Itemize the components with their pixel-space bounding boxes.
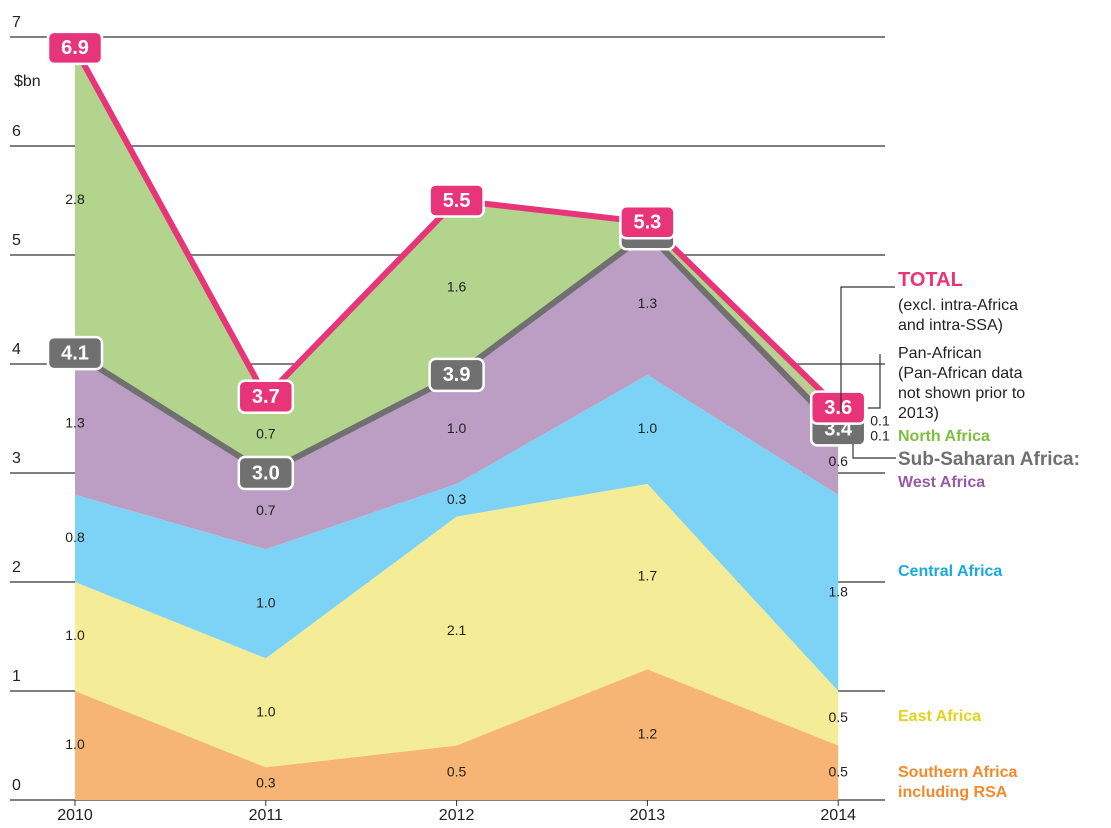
- area: [75, 47, 839, 474]
- badge-label: 6.9: [61, 37, 89, 59]
- badge: [46, 335, 104, 371]
- badge: [237, 455, 295, 491]
- legend-label: North Africa: [898, 428, 990, 445]
- y-tick-label: 0: [12, 777, 21, 794]
- area: [75, 374, 839, 691]
- y-unit: $bn: [14, 73, 41, 90]
- badge-label: 3.6: [824, 397, 852, 419]
- data-label: 1.8: [828, 584, 848, 600]
- data-label: 1.0: [65, 736, 85, 752]
- legend-label: Southern Africa including RSA: [898, 764, 1018, 801]
- badge: [237, 379, 295, 414]
- data-label: 1.3: [65, 415, 85, 431]
- y-tick-label: 7: [12, 14, 21, 31]
- badge: [809, 390, 867, 425]
- legend-note: (excl. intra-Africa and intra-SSA): [898, 297, 1019, 334]
- data-label: 1.0: [65, 627, 85, 643]
- y-tick-label: 3: [12, 450, 21, 467]
- badge-label: 3.7: [252, 386, 280, 408]
- data-label: 0.8: [65, 529, 85, 545]
- legend-label: East Africa: [898, 708, 981, 725]
- badge-label: 5.3: [633, 212, 661, 234]
- x-tick-label: 2012: [439, 807, 475, 824]
- badge-label: 5.5: [443, 190, 471, 212]
- data-label: 1.3: [638, 295, 658, 311]
- data-label: 0.5: [447, 763, 467, 779]
- data-label: 0.3: [256, 774, 276, 790]
- badge: [46, 30, 104, 66]
- data-label: 1.0: [447, 420, 467, 436]
- legend-label: TOTAL: [898, 269, 963, 291]
- data-label: 1.0: [638, 420, 658, 436]
- badge: [428, 357, 485, 393]
- data-label: 0.3: [447, 491, 467, 507]
- x-tick-label: 2011: [249, 807, 284, 824]
- badge: [428, 183, 485, 218]
- badge-label: 3.0: [252, 462, 280, 484]
- y-tick-label: 2: [12, 559, 21, 576]
- legend-label: West Africa: [898, 474, 986, 491]
- legend-label: Pan-African: [898, 345, 982, 362]
- area: [75, 483, 839, 768]
- data-label: 0.7: [256, 502, 276, 518]
- x-tick-label: 2014: [820, 807, 856, 824]
- leader-lines: [840, 286, 896, 459]
- data-label: 0.1: [870, 428, 890, 444]
- data-label: 1.0: [256, 704, 276, 720]
- badge: [619, 205, 676, 240]
- data-label: 0.6: [828, 453, 848, 469]
- badge-label: 3.9: [443, 364, 471, 386]
- data-label: 2.8: [65, 191, 85, 207]
- y-tick-label: 4: [12, 341, 21, 358]
- data-label: 1.0: [256, 595, 276, 611]
- data-label: 0.1: [870, 413, 890, 429]
- data-label: 1.6: [447, 278, 467, 294]
- data-label: 0.7: [256, 426, 276, 442]
- data-label: 0.5: [828, 709, 848, 725]
- y-tick-label: 6: [12, 123, 21, 140]
- y-tick-label: 1: [12, 668, 21, 685]
- legend-label: Sub-Saharan Africa:: [898, 449, 1080, 470]
- data-label: 0.5: [828, 763, 848, 779]
- data-label: 2.1: [447, 622, 467, 638]
- y-tick-label: 5: [12, 232, 21, 249]
- x-tick-label: 2010: [57, 807, 93, 824]
- data-label: 1.2: [638, 725, 658, 741]
- data-label: 1.7: [638, 567, 658, 583]
- legend-note: (Pan-African data not shown prior to 201…: [898, 365, 1026, 422]
- legend-label: Central Africa: [898, 563, 1003, 580]
- x-tick-label: 2013: [630, 807, 666, 824]
- badge-label: 4.1: [61, 342, 89, 364]
